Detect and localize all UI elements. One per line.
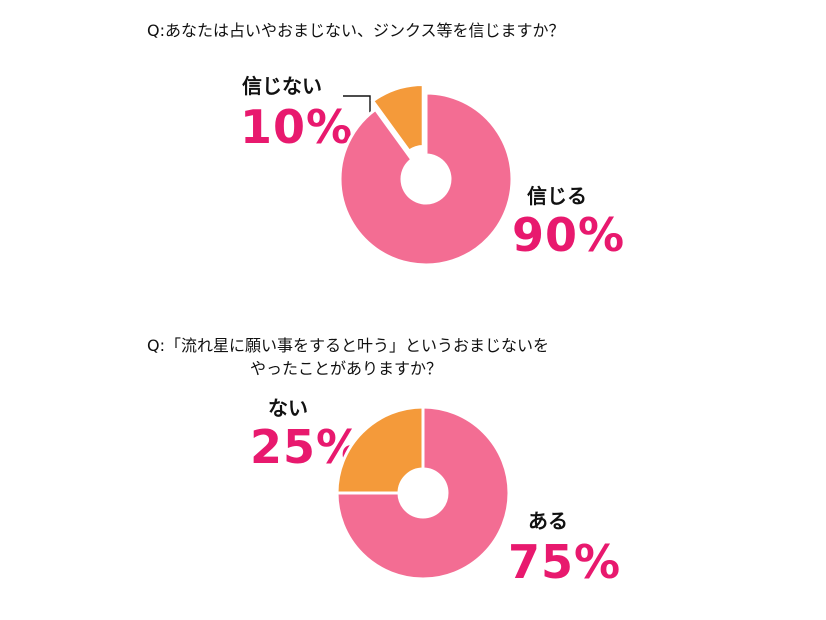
donut-chart-1 <box>338 82 514 267</box>
value-no-believe: 10% <box>240 100 354 154</box>
label-no-believe: 信じない <box>242 74 322 98</box>
label-yes: ある <box>528 509 568 533</box>
question-1: Q:あなたは占いやおまじない、ジンクス等を信じますか？ <box>147 21 565 40</box>
donut-chart-2 <box>335 405 511 581</box>
slice-ない <box>335 405 425 495</box>
slice-信じない <box>370 82 425 154</box>
question-2-line1: Q:「流れ星に願い事をすると叶う」というおまじないを <box>147 336 549 355</box>
question-2-line2: やったことがありますか？ <box>250 359 443 378</box>
value-believe: 90% <box>512 208 626 262</box>
label-believe: 信じる <box>527 184 587 208</box>
value-yes: 75% <box>508 535 622 589</box>
slice-ある <box>335 405 511 581</box>
slice-信じる <box>338 91 514 267</box>
label-no: ない <box>268 396 308 420</box>
